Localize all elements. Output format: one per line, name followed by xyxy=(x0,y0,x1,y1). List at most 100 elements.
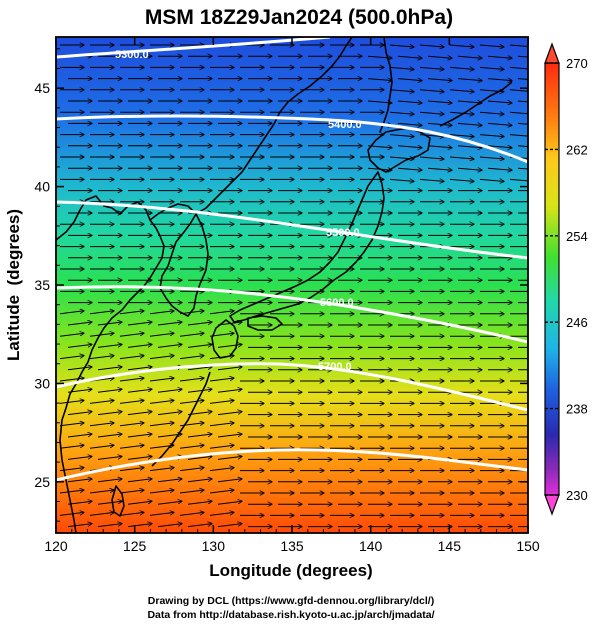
wind-arrow xyxy=(187,434,212,438)
contour-label-5500: 5500.0 xyxy=(326,227,360,239)
wind-arrow xyxy=(397,79,422,81)
contour-5300 xyxy=(56,37,331,59)
wind-arrow xyxy=(97,501,122,505)
wind-arrow xyxy=(157,389,182,393)
wind-arrow xyxy=(89,333,114,337)
wind-arrow xyxy=(67,524,92,528)
wind-arrow xyxy=(59,378,84,382)
wind-arrow xyxy=(209,490,234,494)
wind-arrow xyxy=(457,79,482,81)
colorbar-tick-label: 230 xyxy=(566,488,588,503)
wind-arrow xyxy=(149,378,174,382)
wind-arrow xyxy=(389,45,414,47)
wind-arrow xyxy=(419,112,444,114)
wind-arrow xyxy=(157,524,182,528)
wind-arrow xyxy=(97,389,122,393)
wind-arrow xyxy=(119,311,144,315)
contour-labels: 5300.0 5400.0 5500.0 5600.0 5700.0 xyxy=(115,49,362,373)
wind-arrow xyxy=(457,101,482,103)
wind-arrow xyxy=(59,400,84,404)
wind-arrow xyxy=(67,456,92,460)
wind-arrow xyxy=(179,333,204,337)
wind-arrow xyxy=(209,311,234,315)
wind-arrow xyxy=(59,311,84,315)
wind-arrow xyxy=(67,412,92,416)
wind-arrow xyxy=(509,111,528,115)
wind-arrow xyxy=(127,322,152,326)
wind-arrow xyxy=(127,434,152,438)
coast-kuril xyxy=(439,81,513,127)
wind-arrow xyxy=(97,344,122,348)
contour-5700 xyxy=(56,362,528,412)
wind-arrow xyxy=(487,79,512,81)
wind-arrow xyxy=(97,412,122,416)
contour-label-5400: 5400.0 xyxy=(328,119,362,131)
wind-arrow xyxy=(59,490,84,494)
wind-arrow xyxy=(209,423,234,427)
colorbar: 270 262 254 246 238 230 xyxy=(544,42,588,516)
wind-arrow xyxy=(89,512,114,516)
wind-arrow xyxy=(119,400,144,404)
wind-arrow xyxy=(479,157,504,159)
wind-arrow xyxy=(149,490,174,494)
wind-arrow xyxy=(449,179,474,181)
wind-arrow xyxy=(217,479,242,483)
x-axis: 120 125 130 135 140 145 150 xyxy=(44,37,540,554)
colorbar-tick-label: 238 xyxy=(566,402,588,417)
wind-arrow xyxy=(457,146,482,148)
wind-arrow xyxy=(449,45,474,47)
contour-5800 xyxy=(56,448,528,482)
wind-arrow xyxy=(517,145,528,148)
wind-arrow xyxy=(89,445,114,449)
wind-arrow xyxy=(89,356,114,360)
wind-arrow xyxy=(149,356,174,360)
wind-arrow xyxy=(209,468,234,472)
wind-arrow xyxy=(209,400,234,404)
wind-arrow xyxy=(427,56,452,58)
contour-label-5600: 5600.0 xyxy=(320,297,354,309)
wind-arrow xyxy=(217,389,242,393)
wind-arrow xyxy=(59,356,84,360)
wind-arrow xyxy=(89,400,114,404)
coast-shikoku xyxy=(247,315,283,331)
wind-arrow xyxy=(419,67,444,69)
wind-arrow xyxy=(449,90,474,92)
wind-arrow xyxy=(209,445,234,449)
x-tick-label: 130 xyxy=(202,538,226,554)
wind-arrow xyxy=(89,423,114,427)
wind-arrow xyxy=(119,378,144,382)
wind-arrow xyxy=(119,512,144,516)
coast-korea xyxy=(159,213,209,317)
wind-arrow xyxy=(517,55,528,58)
wind-arrow xyxy=(419,157,444,159)
wind-arrow xyxy=(427,146,452,148)
wind-arrow xyxy=(487,101,512,103)
wind-arrow xyxy=(487,168,512,170)
wind-arrow xyxy=(397,123,422,125)
wind-arrow xyxy=(509,178,528,182)
credit-data: Data from http://database.rish.kyoto-u.a… xyxy=(147,609,434,621)
wind-arrow xyxy=(217,456,242,460)
temperature-field xyxy=(56,37,528,533)
wind-arrow xyxy=(67,434,92,438)
wind-arrow xyxy=(157,479,182,483)
wind-arrow xyxy=(397,168,422,170)
colorbar-tick-label: 254 xyxy=(566,229,588,244)
wind-arrow xyxy=(217,434,242,438)
wind-arrow xyxy=(427,123,452,125)
y-tick-label: 30 xyxy=(34,375,50,391)
wind-arrow xyxy=(127,456,152,460)
wind-arrow xyxy=(187,501,212,505)
wind-arrow xyxy=(97,322,122,326)
credit-drawing: Drawing by DCL (https://www.gfd-dennou.o… xyxy=(148,595,434,607)
wind-arrow xyxy=(149,512,174,516)
wind-arrow xyxy=(127,524,152,528)
contour-label-5700: 5700.0 xyxy=(318,361,352,373)
wind-arrow xyxy=(187,479,212,483)
contour-5500 xyxy=(56,200,528,260)
wind-arrow xyxy=(127,412,152,416)
wind-arrow xyxy=(487,56,512,58)
colorbar-ticks: 270 262 254 246 238 230 xyxy=(545,56,588,503)
wind-arrow xyxy=(509,134,528,137)
wind-arrow xyxy=(149,333,174,337)
